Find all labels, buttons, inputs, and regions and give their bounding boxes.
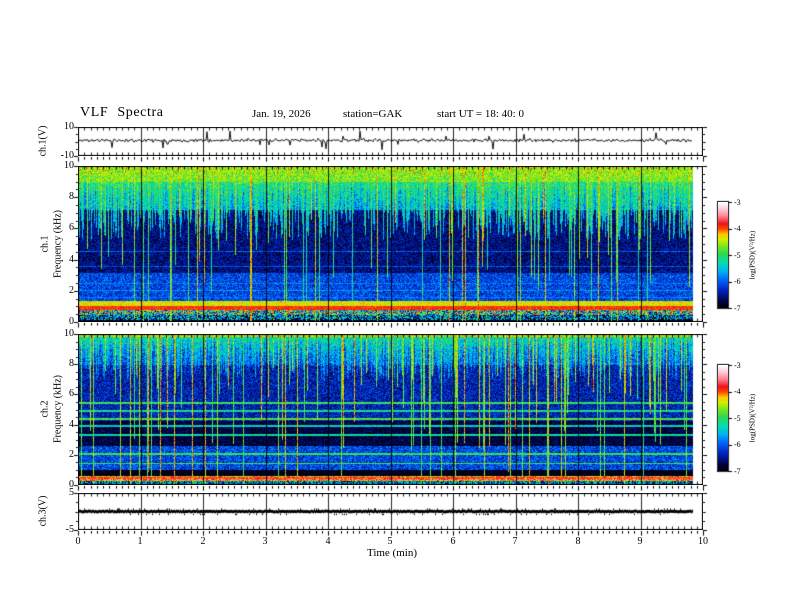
header-station: station=GAK <box>343 108 403 120</box>
x-axis-title: Time (min) <box>366 547 417 559</box>
header-start-ut: start UT = 18: 40: 0 <box>437 108 524 120</box>
colorbar1-tick: -7 <box>734 304 741 313</box>
x-tick-label: 8 <box>575 536 581 547</box>
ch3-waveform-canvas <box>78 493 703 530</box>
colorbar2-tick: -7 <box>734 467 741 476</box>
ch2-spectrogram-canvas <box>78 334 703 485</box>
x-tick-label: 5 <box>387 536 393 547</box>
spec1-ytick: 4 <box>69 254 74 265</box>
spec2-ytick: 0 <box>69 479 74 490</box>
wave3-ytick: -5 <box>65 524 74 535</box>
spec1-ytick: 6 <box>69 222 74 233</box>
ch3-wave-ylabel: ch.3(V) <box>37 495 49 527</box>
x-tick-label: 3 <box>262 536 268 547</box>
spec2-channel-label: ch.2 <box>39 400 51 418</box>
colorbar1-tick: -6 <box>734 277 741 286</box>
wave1-ytick: -10 <box>60 150 74 161</box>
spec2-ylabel: Frequency (kHz) <box>52 374 64 444</box>
wave1-ytick: 10 <box>64 121 74 132</box>
colorbar2-label: log(PSD)(V²/Hz) <box>748 393 757 443</box>
spec1-ytick: 8 <box>69 191 74 202</box>
spec1-ytick: 2 <box>69 285 74 296</box>
spec2-ytick: 10 <box>64 328 74 339</box>
colorbar1-label: log(PSD)(V²/Hz) <box>748 230 757 280</box>
x-tick-label: 9 <box>637 536 643 547</box>
x-tick-label: 1 <box>137 536 143 547</box>
x-tick-label: 6 <box>450 536 456 547</box>
ch1-waveform-canvas <box>78 127 703 156</box>
x-tick-label: 4 <box>325 536 331 547</box>
colorbar2-tick: -3 <box>734 361 741 370</box>
plot-title: VLF Spectra <box>80 105 164 120</box>
spec2-ytick: 4 <box>69 419 74 430</box>
spec1-ytick: 10 <box>64 160 74 171</box>
x-tick-label: 10 <box>698 536 708 547</box>
colorbar2-tick: -6 <box>734 440 741 449</box>
colorbar2-gradient <box>718 365 728 471</box>
spec2-ytick: 2 <box>69 449 74 460</box>
spec1-channel-label: ch.1 <box>39 235 51 253</box>
spec1-ytick: 0 <box>69 316 74 327</box>
spec2-ytick: 8 <box>69 358 74 369</box>
header-date: Jan. 19, 2026 <box>252 108 311 120</box>
ch1-spectrogram-canvas <box>78 166 703 322</box>
x-tick-label: 7 <box>512 536 518 547</box>
x-tick-label: 0 <box>75 536 81 547</box>
colorbar2-tick: -5 <box>734 414 741 423</box>
colorbar1-tick: -5 <box>734 251 741 260</box>
colorbar1-gradient <box>718 202 728 308</box>
x-tick-label: 2 <box>200 536 206 547</box>
spec1-ylabel: Frequency (kHz) <box>52 209 64 279</box>
spec2-ytick: 6 <box>69 388 74 399</box>
colorbar1-tick: -3 <box>734 198 741 207</box>
colorbar1-tick: -4 <box>734 224 741 233</box>
wave3-ytick: 5 <box>69 487 74 498</box>
colorbar2-tick: -4 <box>734 387 741 396</box>
